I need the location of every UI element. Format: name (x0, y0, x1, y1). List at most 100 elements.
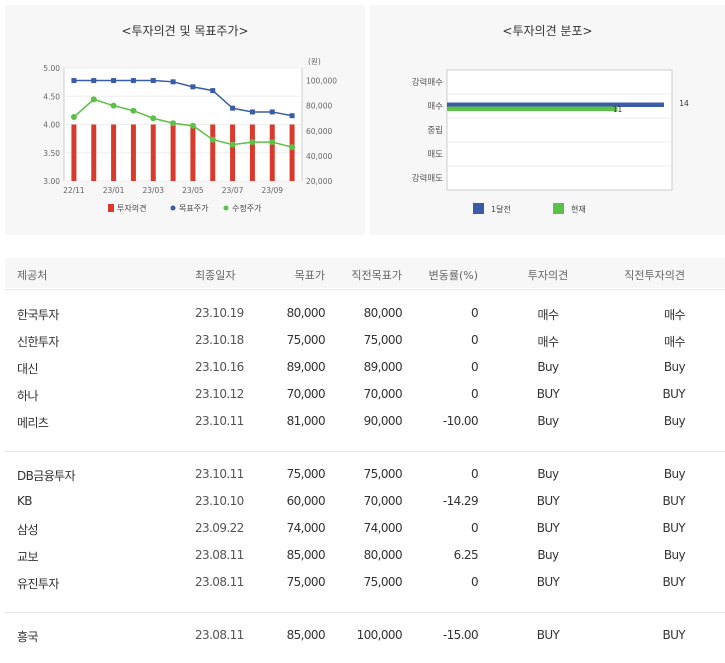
cell-provider: 하나 (17, 389, 38, 403)
cell-change-rate: -14.29 (442, 494, 479, 508)
right-axis-tick-label: 60,000 (306, 127, 332, 136)
legend-swatch (473, 203, 484, 214)
table-row: DB금융투자 23.10.11 75,000 75,000 0 Buy Buy (5, 462, 725, 488)
opinion-bar (230, 124, 236, 181)
left-axis-tick-label: 4.50 (43, 92, 60, 101)
cell-provider: 메리츠 (17, 416, 49, 430)
x-axis-tick-label: 23/05 (182, 186, 204, 195)
cell-target-price: 74,000 (286, 521, 326, 535)
cell-provider: 대신 (17, 362, 38, 376)
cell-change-rate: 6.25 (453, 548, 479, 562)
left-axis-tick-label: 3.00 (43, 177, 60, 186)
cell-prev-opinion: Buy (663, 360, 686, 374)
right-axis-tick-label: 100,000 (306, 77, 337, 86)
plot-area (446, 69, 673, 191)
cell-date: 23.09.22 (195, 521, 244, 535)
cell-target-price: 80,000 (286, 306, 326, 320)
legend-swatch (108, 204, 114, 212)
cell-prev-opinion: 매수 (664, 308, 685, 322)
cell-target-price: 75,000 (286, 575, 326, 589)
x-axis-tick-label: 23/03 (142, 186, 164, 195)
cell-date: 23.10.10 (195, 494, 244, 508)
legend-label: 투자의견 (117, 203, 146, 213)
cell-provider: 유진투자 (17, 577, 59, 591)
category-label: 강력매도 (412, 173, 443, 184)
header-prev-opinion: 직전투자의견 (624, 269, 685, 282)
cell-prev-target-price: 89,000 (363, 360, 403, 374)
left-axis-tick-label: 3.50 (43, 149, 60, 158)
adjusted-price-point (189, 122, 196, 129)
target-price-point (130, 78, 136, 84)
cell-opinion: 매수 (537, 308, 559, 322)
cell-provider: 한국투자 (17, 308, 59, 322)
cell-target-price: 89,000 (286, 360, 326, 374)
table-row: 메리츠 23.10.11 81,000 90,000 -10.00 Buy Buy (5, 409, 725, 435)
adjusted-price-point (269, 139, 276, 146)
group-separator (5, 612, 725, 613)
x-axis-tick-label: 23/01 (103, 186, 125, 195)
cell-target-price: 85,000 (286, 548, 326, 562)
cell-target-price: 85,000 (286, 628, 326, 642)
header-prev-target: 직전목표가 (351, 269, 402, 282)
opinion-distribution-panel: <투자의견 분포> 강력매수 매수 중립 매도 강력매도 14 11 1달전 현재 (370, 5, 725, 235)
cell-prev-opinion: BUY (662, 521, 685, 535)
table-row: KB 23.10.10 60,000 70,000 -14.29 BUY BUY (5, 489, 725, 515)
adjusted-price-point (70, 113, 77, 120)
cell-opinion: BUY (536, 575, 560, 589)
cell-target-price: 75,000 (286, 467, 326, 481)
cell-prev-target-price: 75,000 (363, 333, 403, 347)
table-row: 한국투자 23.10.19 80,000 80,000 0 매수 매수 (5, 301, 725, 327)
cell-target-price: 81,000 (286, 414, 326, 428)
cell-change-rate: 0 (470, 387, 479, 401)
cell-date: 23.10.18 (195, 333, 244, 347)
legend-swatch (553, 203, 564, 214)
target-price-point (91, 78, 97, 84)
target-price-point (111, 78, 117, 84)
cell-target-price: 70,000 (286, 387, 326, 401)
adjusted-price-point (249, 139, 256, 146)
target-price-point (190, 84, 196, 90)
opinion-target-price-chart: 5.00 4.50 4.00 3.50 3.00 100,000 80,000 60,000 4… (43, 57, 337, 213)
table-row: 신한투자 23.10.18 75,000 75,000 0 매수 매수 (5, 328, 725, 354)
x-axis-tick-label: 22/11 (63, 186, 85, 195)
category-label: 강력매수 (412, 77, 443, 88)
header-opinion: 투자의견 (527, 269, 569, 282)
x-axis-tick-label: 23/09 (261, 186, 283, 195)
adjusted-price-point (229, 141, 236, 148)
cell-prev-target-price: 74,000 (363, 521, 403, 535)
category-label: 매도 (427, 150, 443, 160)
cell-target-price: 60,000 (286, 494, 326, 508)
table-row: 흥국 23.08.11 85,000 100,000 -15.00 BUY BUY (5, 623, 725, 649)
cell-date: 23.08.11 (195, 575, 244, 589)
cell-prev-target-price: 100,000 (356, 628, 403, 642)
left-axis-tick-label: 5.00 (43, 64, 60, 73)
cell-date: 23.10.12 (195, 387, 244, 401)
adjusted-price-point (289, 144, 296, 151)
cell-prev-target-price: 90,000 (363, 414, 403, 428)
cell-opinion: Buy (537, 467, 559, 481)
header-target: 목표가 (294, 269, 325, 282)
adjusted-price-line (73, 98, 293, 148)
cell-prev-target-price: 80,000 (363, 548, 403, 562)
cell-change-rate: -15.00 (442, 628, 479, 642)
cell-provider: 삼성 (17, 523, 38, 537)
opinion-target-price-title: <투자의견 및 목표주가> (121, 24, 249, 38)
cell-date: 23.10.11 (195, 467, 244, 481)
header-provider: 제공처 (17, 269, 48, 282)
current-bar (447, 106, 618, 111)
cell-change-rate: 0 (470, 521, 479, 535)
month-ago-bar (447, 102, 664, 107)
group-separator (5, 451, 725, 452)
x-axis-tick-label: 23/07 (222, 186, 244, 195)
cell-prev-target-price: 75,000 (363, 575, 403, 589)
adjusted-price-point (170, 120, 177, 127)
adjusted-price-point (90, 96, 97, 103)
bar-value-label: 14 (679, 99, 689, 108)
cell-date: 23.10.19 (195, 306, 244, 320)
header-date: 최종일자 (195, 269, 236, 282)
cell-prev-target-price: 70,000 (363, 387, 403, 401)
cell-change-rate: 0 (470, 360, 479, 374)
target-price-point (249, 109, 255, 115)
cell-prev-opinion: Buy (663, 414, 686, 428)
